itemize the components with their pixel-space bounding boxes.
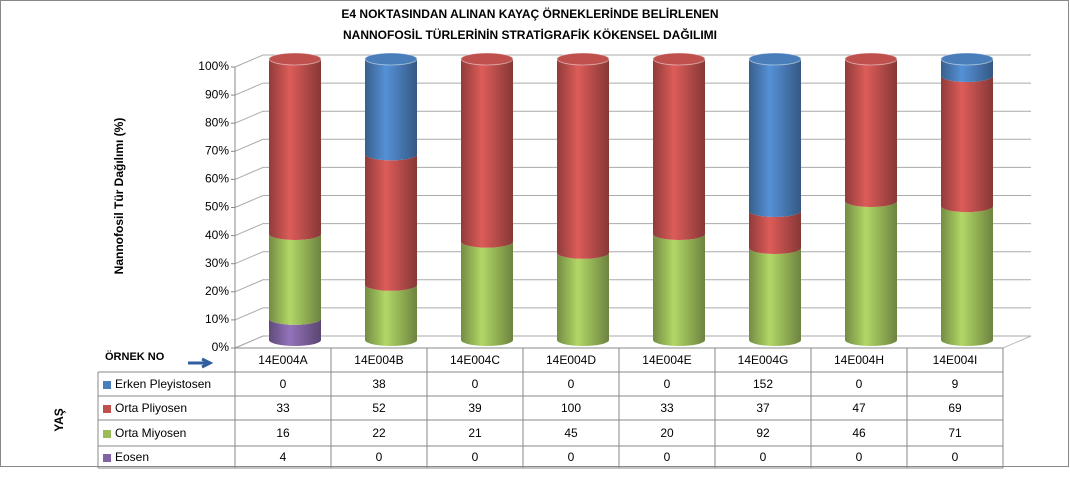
cylinder-top: [844, 52, 898, 66]
data-label: 69: [948, 401, 962, 415]
cylinder-segment: [749, 248, 801, 346]
y-tick-label: 70%: [205, 143, 229, 157]
cylinder-segment: [941, 206, 993, 346]
data-label: 0: [568, 377, 575, 391]
table-header: ÖRNEK NO: [105, 350, 165, 363]
legend-label: Erken Pleyistosen: [115, 377, 211, 391]
x-tick-label: 14E004D: [546, 353, 596, 367]
data-label: 92: [756, 426, 770, 440]
data-label: 46: [852, 426, 866, 440]
cylinder-segment: [845, 59, 897, 208]
legend-label: Orta Pliyosen: [115, 401, 187, 415]
data-label: 9: [952, 377, 959, 391]
cylinder-top: [268, 52, 322, 66]
cylinder-top: [364, 52, 418, 66]
x-tick-label: 14E004A: [258, 353, 307, 367]
cylinder-segment: [941, 59, 993, 82]
x-tick-label: 14E004G: [738, 353, 789, 367]
chart-title: NANNOFOSİL TÜRLERİNİN STRATİGRAFİK KÖKEN…: [343, 27, 717, 42]
y-tick-label: 80%: [205, 115, 229, 129]
legend-key: [103, 405, 111, 413]
data-label: 0: [472, 450, 479, 464]
cylinder-segment: [365, 59, 417, 161]
data-label: 45: [564, 426, 578, 440]
y-axis-label: Nannofosil Tür Dağılımı (%): [112, 118, 126, 275]
data-label: 37: [756, 401, 770, 415]
cylinder-top: [556, 52, 610, 66]
data-label: 39: [468, 401, 482, 415]
data-label: 16: [276, 426, 290, 440]
legend-label: Eosen: [115, 450, 149, 464]
x-tick-label: 14E004I: [933, 353, 978, 367]
data-label: 38: [372, 377, 386, 391]
data-label: 33: [276, 401, 290, 415]
data-label: 0: [856, 450, 863, 464]
data-label: 0: [376, 450, 383, 464]
data-label: 71: [948, 426, 962, 440]
data-label: 47: [852, 401, 866, 415]
data-label: 52: [372, 401, 386, 415]
chart-frame: [0, 0, 1069, 467]
data-label: 152: [753, 377, 773, 391]
cylinder-segment: [653, 233, 705, 346]
data-label: 0: [664, 450, 671, 464]
cylinder-segment: [557, 252, 609, 346]
data-label: 100: [561, 401, 581, 415]
cylinder-segment: [557, 59, 609, 259]
cylinder-segment: [269, 59, 321, 240]
cylinder-segment: [269, 318, 321, 346]
x-tick-label: 14E004E: [642, 353, 691, 367]
cylinder-segment: [653, 59, 705, 240]
back-wall: [234, 335, 1032, 349]
row-group-label: YAŞ: [52, 408, 66, 432]
cylinder-segment: [461, 59, 513, 248]
cylinder-segment: [845, 201, 897, 346]
y-tick-label: 60%: [205, 172, 229, 186]
x-tick-label: 14E004H: [834, 353, 884, 367]
legend-key: [103, 430, 111, 438]
chart-title: E4 NOKTASINDAN ALINAN KAYAÇ ÖRNEKLERİNDE…: [341, 6, 718, 21]
y-tick-label: 0%: [212, 340, 230, 354]
data-label: 0: [280, 377, 287, 391]
arrow: [188, 357, 214, 369]
data-label: 33: [660, 401, 674, 415]
data-label: 4: [280, 450, 287, 464]
legend-key: [103, 381, 111, 389]
legend-label: Orta Miyosen: [115, 426, 186, 440]
y-tick-label: 40%: [205, 228, 229, 242]
cylinder-top: [940, 52, 994, 66]
cylinder-segment: [941, 75, 993, 213]
y-tick-label: 20%: [205, 284, 229, 298]
data-label: 21: [468, 426, 482, 440]
cylinder-segment: [365, 154, 417, 291]
y-tick-label: 30%: [205, 256, 229, 270]
cylinder-segment: [461, 241, 513, 346]
cylinder-segment: [269, 233, 321, 325]
cylinder-segment: [749, 211, 801, 254]
data-label: 20: [660, 426, 674, 440]
cylinder-top: [460, 52, 514, 66]
y-tick-label: 90%: [205, 87, 229, 101]
data-label: 0: [856, 377, 863, 391]
data-label: 0: [664, 377, 671, 391]
cylinder-top: [652, 52, 706, 66]
data-label: 0: [760, 450, 767, 464]
y-tick-label: 10%: [205, 312, 229, 326]
y-tick-label: 100%: [198, 59, 229, 73]
data-label: 0: [472, 377, 479, 391]
x-tick-label: 14E004C: [450, 353, 500, 367]
data-label: 22: [372, 426, 386, 440]
cylinder-segment: [749, 59, 801, 217]
cylinder-top: [748, 52, 802, 66]
data-label: 0: [952, 450, 959, 464]
y-tick-label: 50%: [205, 200, 229, 214]
cylinder-segment: [365, 284, 417, 346]
data-label: 0: [568, 450, 575, 464]
legend-key: [103, 454, 111, 462]
x-tick-label: 14E004B: [354, 353, 403, 367]
